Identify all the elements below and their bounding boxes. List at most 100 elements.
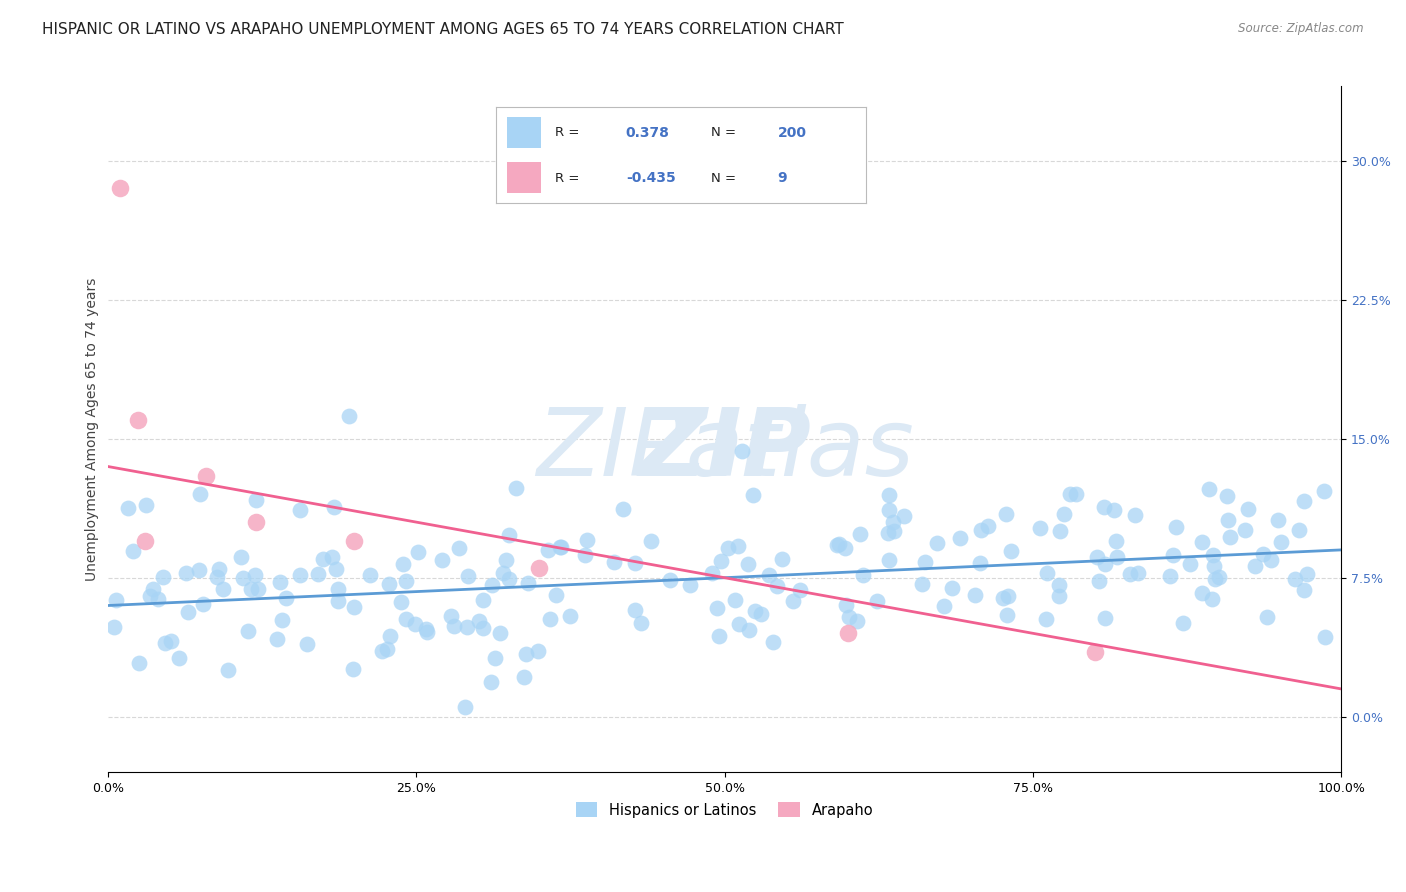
Point: [1256, 610, 1278, 624]
Point: [529, 561, 551, 575]
Point: [342, 662, 364, 676]
Point: [188, 487, 211, 501]
Point: [378, 576, 401, 591]
Point: [537, 543, 560, 558]
Point: [1029, 520, 1052, 534]
Point: [492, 566, 515, 580]
Point: [1084, 645, 1107, 659]
Point: [970, 523, 993, 537]
Point: [177, 605, 200, 619]
Point: [603, 555, 626, 569]
Point: [834, 541, 856, 556]
Point: [707, 629, 730, 643]
Point: [1201, 592, 1223, 607]
Point: [1267, 513, 1289, 527]
Point: [479, 675, 502, 690]
Point: [498, 572, 520, 586]
Point: [288, 503, 311, 517]
Point: [932, 599, 955, 613]
Point: [914, 555, 936, 569]
Point: [738, 623, 761, 637]
Point: [191, 597, 214, 611]
Point: [640, 534, 662, 549]
Point: [217, 663, 239, 677]
Text: Source: ZipAtlas.com: Source: ZipAtlas.com: [1239, 22, 1364, 36]
Point: [546, 588, 568, 602]
Point: [1198, 482, 1220, 496]
Point: [1178, 557, 1201, 571]
Point: [443, 618, 465, 632]
Point: [782, 594, 804, 608]
Point: [1105, 549, 1128, 564]
Point: [838, 610, 860, 624]
Point: [877, 552, 900, 566]
Point: [941, 581, 963, 595]
Point: [208, 562, 231, 576]
Point: [706, 601, 728, 615]
Point: [468, 614, 491, 628]
Point: [139, 589, 162, 603]
Point: [135, 499, 157, 513]
Point: [339, 409, 361, 423]
Point: [1036, 566, 1059, 580]
Point: [457, 569, 479, 583]
Point: [1253, 547, 1275, 561]
Point: [416, 625, 439, 640]
Point: [731, 443, 754, 458]
Point: [1105, 533, 1128, 548]
Point: [1128, 566, 1150, 581]
Point: [1234, 524, 1257, 538]
Point: [1035, 612, 1057, 626]
Point: [969, 556, 991, 570]
Point: [1161, 549, 1184, 563]
Point: [153, 635, 176, 649]
Point: [395, 612, 418, 626]
Point: [527, 644, 550, 658]
Point: [851, 568, 873, 582]
Point: [993, 591, 1015, 606]
Point: [395, 574, 418, 588]
Point: [321, 550, 343, 565]
Point: [105, 592, 128, 607]
Point: [789, 582, 811, 597]
Text: ZIPatlas: ZIPatlas: [536, 404, 914, 495]
Point: [325, 562, 347, 576]
Point: [295, 637, 318, 651]
Point: [1092, 500, 1115, 514]
Point: [495, 553, 517, 567]
Point: [152, 569, 174, 583]
Point: [997, 589, 1019, 603]
Point: [963, 588, 986, 602]
Point: [624, 556, 647, 570]
Point: [837, 626, 859, 640]
Point: [1049, 524, 1071, 538]
Point: [911, 576, 934, 591]
Point: [312, 552, 335, 566]
Point: [1294, 582, 1316, 597]
Point: [160, 634, 183, 648]
Point: [700, 566, 723, 580]
Point: [122, 543, 145, 558]
Point: [1191, 534, 1213, 549]
Point: [440, 609, 463, 624]
Point: [727, 540, 749, 554]
Point: [949, 531, 972, 545]
Point: [925, 535, 948, 549]
Point: [724, 592, 747, 607]
Point: [1159, 568, 1181, 582]
Point: [481, 578, 503, 592]
Point: [679, 577, 702, 591]
Point: [717, 541, 740, 556]
Point: [762, 635, 785, 649]
Point: [630, 615, 652, 630]
Y-axis label: Unemployment Among Ages 65 to 74 years: Unemployment Among Ages 65 to 74 years: [86, 277, 100, 581]
Point: [576, 533, 599, 547]
Point: [550, 540, 572, 554]
Point: [876, 525, 898, 540]
Point: [865, 594, 887, 608]
Point: [472, 593, 495, 607]
Point: [1208, 570, 1230, 584]
Point: [1216, 489, 1239, 503]
Point: [276, 591, 298, 606]
Point: [243, 568, 266, 582]
